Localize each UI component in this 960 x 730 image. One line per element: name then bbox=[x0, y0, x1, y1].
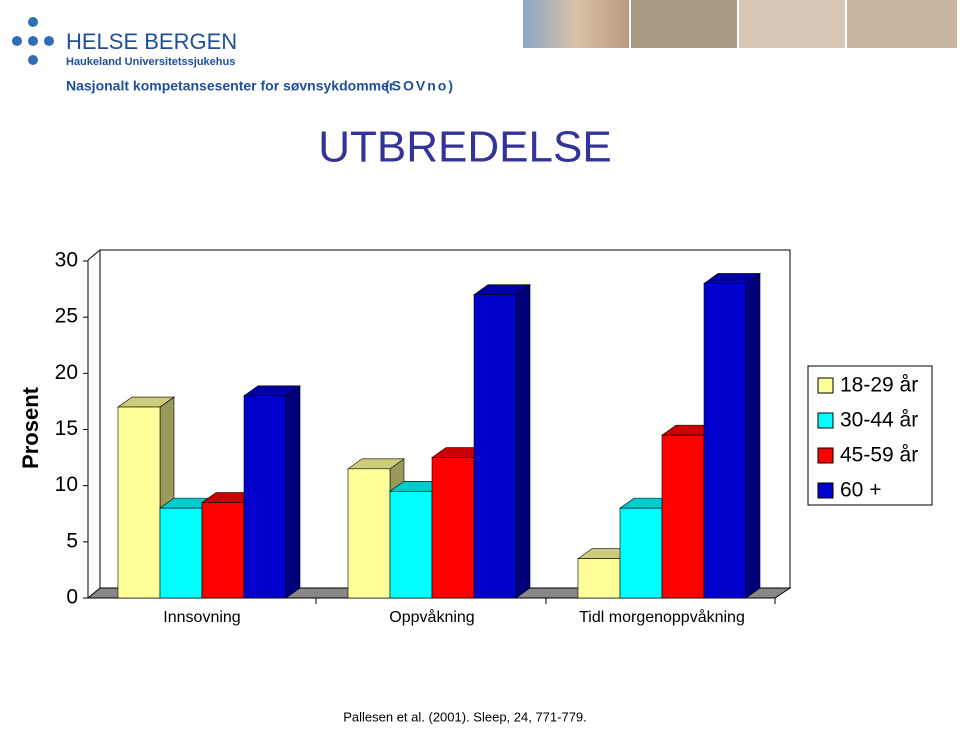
y-tick-label: 20 bbox=[55, 361, 78, 384]
y-tick-label: 30 bbox=[55, 249, 78, 272]
bar bbox=[619, 507, 663, 599]
bar bbox=[347, 468, 391, 599]
bar bbox=[703, 283, 747, 599]
bar-side bbox=[745, 272, 761, 599]
legend-label: 30-44 år bbox=[840, 409, 918, 432]
y-tick-label: 10 bbox=[55, 473, 78, 496]
bar bbox=[577, 558, 621, 599]
bar bbox=[159, 507, 203, 599]
legend-label: 60 + bbox=[840, 479, 881, 502]
bar bbox=[389, 490, 433, 599]
citation: Pallesen et al. (2001). Sleep, 24, 771-7… bbox=[343, 709, 587, 724]
y-tick-label: 0 bbox=[66, 586, 78, 609]
center-abbr: (SOVno) bbox=[385, 78, 455, 94]
x-tick-label: Tidl morgenoppvåkning bbox=[579, 608, 745, 626]
bar bbox=[243, 395, 287, 599]
y-tick-label: 15 bbox=[55, 417, 78, 440]
center: Nasjonalt kompetansesenter for søvnsykdo… bbox=[66, 78, 395, 94]
bar bbox=[201, 502, 245, 599]
bar-side bbox=[285, 385, 301, 599]
y-tick-label: 25 bbox=[55, 305, 78, 328]
bar bbox=[661, 434, 705, 599]
legend-swatch bbox=[817, 482, 834, 499]
bar bbox=[117, 406, 161, 599]
brand: HELSE BERGEN bbox=[66, 29, 237, 54]
x-tick-label: Innsovning bbox=[163, 609, 240, 626]
x-tick-label: Oppvåkning bbox=[389, 608, 474, 626]
y-axis-label: Prosent bbox=[18, 386, 43, 469]
bar bbox=[473, 294, 517, 599]
y-tick-label: 5 bbox=[66, 529, 78, 552]
subbrand: Haukeland Universitetssjukehus bbox=[66, 56, 235, 68]
photos bbox=[523, 0, 957, 48]
legend-label: 45-59 år bbox=[840, 444, 918, 467]
chart-title: UTBREDELSE bbox=[318, 123, 611, 172]
legend-swatch bbox=[817, 447, 834, 464]
bar-side bbox=[515, 284, 531, 599]
legend-swatch bbox=[817, 412, 834, 429]
logo bbox=[12, 17, 54, 65]
legend-swatch bbox=[817, 377, 834, 394]
legend-label: 18-29 år bbox=[840, 374, 918, 397]
bar bbox=[431, 457, 475, 599]
legend-box bbox=[807, 365, 933, 506]
